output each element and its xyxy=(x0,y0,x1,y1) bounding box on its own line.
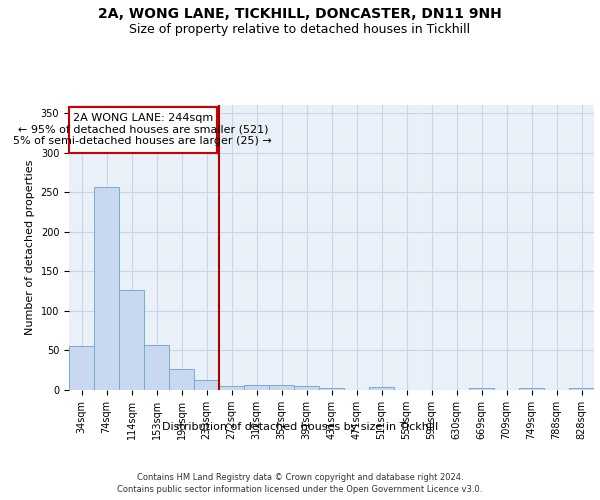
Text: Size of property relative to detached houses in Tickhill: Size of property relative to detached ho… xyxy=(130,22,470,36)
Bar xyxy=(94,186,119,390)
Text: 2A, WONG LANE, TICKHILL, DONCASTER, DN11 9NH: 2A, WONG LANE, TICKHILL, DONCASTER, DN11… xyxy=(98,8,502,22)
Text: 2A WONG LANE: 244sqm
← 95% of detached houses are smaller (521)
5% of semi-detac: 2A WONG LANE: 244sqm ← 95% of detached h… xyxy=(13,113,272,146)
Bar xyxy=(369,387,394,390)
Bar xyxy=(219,386,244,390)
Y-axis label: Number of detached properties: Number of detached properties xyxy=(25,160,35,335)
Bar xyxy=(569,388,594,390)
Text: Contains public sector information licensed under the Open Government Licence v3: Contains public sector information licen… xyxy=(118,485,482,494)
Bar xyxy=(69,346,94,390)
Bar xyxy=(194,380,219,390)
Bar xyxy=(294,386,319,390)
Bar xyxy=(269,385,294,390)
Bar xyxy=(169,370,194,390)
FancyBboxPatch shape xyxy=(69,106,217,152)
Bar xyxy=(244,385,269,390)
Bar xyxy=(519,388,544,390)
Text: Contains HM Land Registry data © Crown copyright and database right 2024.: Contains HM Land Registry data © Crown c… xyxy=(137,472,463,482)
Bar xyxy=(469,388,494,390)
Bar xyxy=(144,345,169,390)
Bar xyxy=(119,290,144,390)
Text: Distribution of detached houses by size in Tickhill: Distribution of detached houses by size … xyxy=(162,422,438,432)
Bar xyxy=(319,388,344,390)
